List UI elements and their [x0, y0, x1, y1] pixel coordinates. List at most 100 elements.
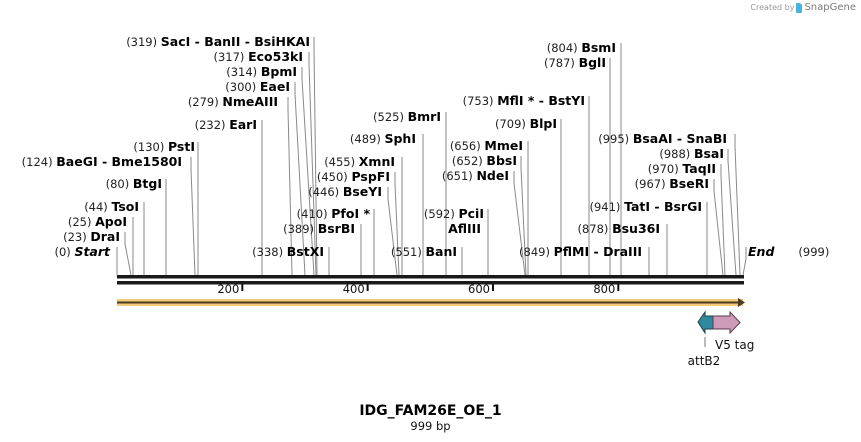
enzyme-name: BanI [425, 244, 457, 259]
enzyme-name: BlpI [530, 116, 557, 131]
cut-position: (709) [495, 117, 530, 131]
enzyme-label[interactable]: (878) Bsu36I [577, 221, 660, 236]
cut-position: (967) [635, 177, 670, 191]
enzyme-name: BsmI [581, 40, 616, 55]
cut-position: (25) [68, 215, 95, 229]
enzyme-label[interactable]: (995) BsaAI - SnaBI [598, 131, 727, 146]
cut-position: (279) [188, 95, 223, 109]
tick-mark [617, 284, 620, 291]
name-separator: - [589, 244, 603, 259]
name-separator: - [673, 131, 687, 146]
cut-position: (410) [297, 207, 332, 221]
enzyme-label[interactable]: (753) MflI * - BstYI [463, 93, 585, 108]
enzyme-leader-lines [116, 37, 747, 276]
enzyme-label[interactable]: (787) BglI [544, 55, 606, 70]
enzyme-label[interactable]: (967) BseRI [635, 176, 709, 191]
enzyme-label[interactable]: (130) PstI [133, 139, 195, 154]
tick-mark [241, 284, 244, 291]
enzyme-name: ApoI [95, 214, 127, 229]
enzyme-label[interactable]: (389) BsrBI [283, 221, 355, 236]
v5-tag-label: V5 tag [715, 338, 754, 352]
name-separator: - [98, 154, 112, 169]
name-separator: - [650, 199, 664, 214]
cut-position: (232) [195, 118, 230, 132]
snapgene-credit: Created by SnapGene [750, 2, 856, 13]
enzyme-name: DraIII [603, 244, 642, 259]
enzyme-label[interactable]: (970) TaqII [648, 161, 716, 176]
cut-position: (970) [648, 162, 683, 176]
cut-position: (314) [226, 65, 261, 79]
enzyme-leader-line [394, 172, 400, 276]
cut-position: (44) [84, 200, 111, 214]
tick-label: 600 [468, 282, 490, 296]
enzyme-leader-line [720, 164, 726, 276]
enzyme-name: PspFI [351, 169, 390, 184]
enzyme-leader-line [727, 149, 737, 276]
cut-position: (450) [317, 170, 352, 184]
enzyme-label[interactable]: (279) NmeAIII [188, 94, 278, 109]
tick-label: 800 [593, 282, 615, 296]
v5-tag-feature[interactable] [712, 310, 741, 335]
enzyme-label[interactable]: (651) NdeI [442, 168, 509, 183]
enzyme-name: PflMI [554, 244, 590, 259]
enzyme-label[interactable]: (410) PfoI * [297, 206, 371, 221]
enzyme-label[interactable]: (804) BsmI [547, 40, 616, 55]
enzyme-label[interactable]: (314) BpmI [226, 64, 297, 79]
cut-position: (592) [424, 207, 459, 221]
enzyme-label[interactable]: (941) TatI - BsrGI [589, 199, 702, 214]
enzyme-label[interactable]: (317) Eco53kI [214, 49, 304, 64]
cut-position: (804) [547, 41, 582, 55]
enzyme-label[interactable]: (709) BlpI [495, 116, 557, 131]
enzyme-name: BbsI [486, 153, 517, 168]
enzyme-name: BglI [579, 55, 606, 70]
enzyme-label[interactable]: (489) SphI [350, 131, 416, 146]
snapgene-logo-icon [796, 2, 803, 13]
enzyme-label[interactable]: (652) BbsI [452, 153, 517, 168]
enzyme-leader-line [742, 247, 747, 276]
attB2-label: attB2 [688, 354, 721, 368]
enzyme-label[interactable]: (25) ApoI [68, 214, 127, 229]
cut-position: (389) [283, 222, 318, 236]
cut-position: (317) [214, 50, 249, 64]
backbone [117, 275, 744, 285]
enzyme-leader-line [513, 171, 526, 276]
enzyme-leader-line [301, 67, 315, 276]
enzyme-label[interactable]: AflIII [448, 221, 481, 236]
enzyme-label[interactable]: (656) MmeI [450, 138, 523, 153]
enzyme-leader-line [190, 157, 196, 276]
enzyme-label[interactable]: (592) PciI [424, 206, 484, 221]
enzyme-label[interactable]: (450) PspFI [317, 169, 390, 184]
enzyme-name: Eco53kI [248, 49, 303, 64]
enzyme-name: PstI [168, 139, 195, 154]
enzyme-label[interactable]: End (999) [748, 244, 829, 259]
enzyme-name: BseRI [669, 176, 709, 191]
features[interactable]: V5 tag attB2 [688, 310, 755, 368]
enzyme-label[interactable]: (80) BtgI [106, 176, 162, 191]
enzyme-label[interactable]: (0) Start [54, 244, 111, 259]
enzyme-label[interactable]: (300) EaeI [225, 79, 290, 94]
tick-mark [491, 284, 494, 291]
attB2-feature[interactable] [697, 310, 714, 335]
enzyme-label[interactable]: (319) SacI - BanII - BsiHKAI [126, 34, 310, 49]
enzyme-label[interactable]: (44) TsoI [84, 199, 139, 214]
ruler-ticks: 200 400 600 800 [217, 282, 620, 296]
orf-arrow[interactable] [117, 298, 745, 307]
enzyme-label[interactable]: (338) BstXI [252, 244, 324, 259]
enzyme-label[interactable]: (455) XmnI [324, 154, 395, 169]
enzyme-label[interactable]: (551) BanI [391, 244, 457, 259]
enzyme-label[interactable]: (23) DraI [63, 229, 120, 244]
enzyme-label[interactable]: (124) BaeGI - Bme1580I [22, 154, 182, 169]
enzyme-label[interactable]: (525) BmrI [373, 109, 441, 124]
enzyme-label[interactable]: (849) PflMI - DraIII [519, 244, 642, 259]
enzyme-name: NdeI [476, 168, 509, 183]
enzyme-label[interactable]: (232) EarI [195, 117, 257, 132]
enzyme-name: BsrBI [318, 221, 355, 236]
enzyme-label[interactable]: (988) BsaI [659, 146, 724, 161]
cut-position: (551) [391, 245, 426, 259]
enzyme-label[interactable]: (446) BseYI [308, 184, 382, 199]
enzyme-name: End [748, 244, 775, 259]
enzyme-name: BaeGI [56, 154, 97, 169]
cut-position: (651) [442, 169, 477, 183]
cut-position: (988) [659, 147, 694, 161]
cut-position: (23) [63, 230, 90, 244]
